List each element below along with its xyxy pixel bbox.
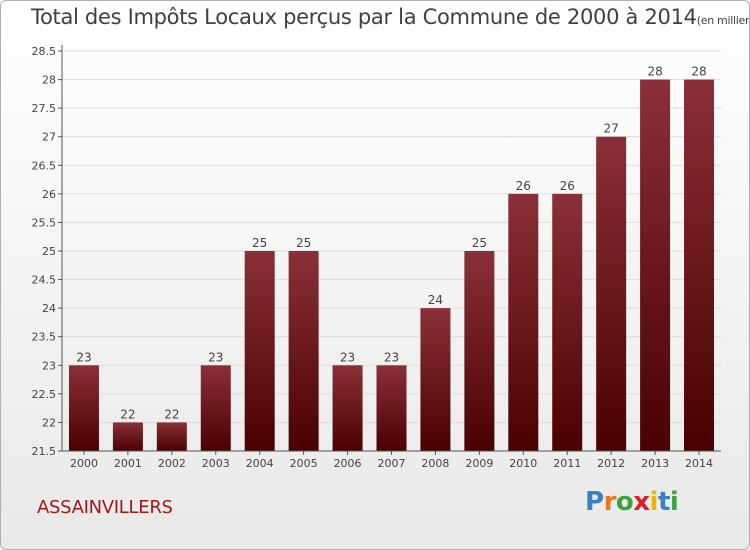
y-tick-label: 22.5 [32, 388, 57, 401]
data-label: 25 [296, 236, 311, 250]
bar-2011 [552, 193, 583, 451]
y-tick-label: 23 [42, 359, 56, 372]
data-label: 24 [428, 293, 443, 307]
chart-title-text: Total des Impôts Locaux perçus par la Co… [31, 5, 697, 29]
y-tick-label: 27 [42, 131, 56, 144]
data-label: 25 [252, 236, 267, 250]
data-label: 25 [472, 236, 487, 250]
data-label: 23 [340, 350, 355, 364]
y-tick-label: 23.5 [32, 331, 57, 344]
data-label: 26 [516, 179, 531, 193]
bar-2002 [156, 422, 187, 451]
bar-2013 [640, 79, 671, 452]
y-tick-label: 28.5 [32, 45, 57, 58]
x-tick-label: 2009 [465, 457, 493, 470]
x-tick-label: 2010 [509, 457, 537, 470]
bar-2005 [288, 251, 319, 451]
data-label: 23 [208, 350, 223, 364]
proxiti-logo[interactable]: Proxiti [585, 487, 679, 517]
x-tick-label: 2000 [70, 457, 98, 470]
chart-subtitle: (en milliers d'€) [696, 14, 750, 27]
data-label: 22 [120, 407, 135, 421]
chart-title: Total des Impôts Locaux perçus par la Co… [31, 5, 750, 29]
x-tick-label: 2002 [158, 457, 186, 470]
y-tick-label: 27.5 [32, 102, 57, 115]
x-tick-label: 2004 [246, 457, 274, 470]
x-tick-label: 2008 [421, 457, 449, 470]
bar-2012 [596, 136, 627, 451]
bar-2001 [112, 422, 143, 451]
bar-2003 [200, 365, 231, 451]
x-tick-label: 2003 [202, 457, 230, 470]
y-tick-label: 26 [42, 188, 56, 201]
y-tick-label: 28 [42, 74, 56, 87]
x-tick-label: 2006 [334, 457, 362, 470]
y-tick-label: 24.5 [32, 274, 57, 287]
data-label: 22 [164, 407, 179, 421]
data-label: 26 [560, 179, 575, 193]
bar-2010 [508, 193, 539, 451]
y-tick-label: 25 [42, 245, 56, 258]
data-label: 23 [384, 350, 399, 364]
x-tick-label: 2007 [378, 457, 406, 470]
bar-2004 [244, 251, 275, 451]
data-label: 28 [647, 65, 662, 79]
x-tick-label: 2005 [290, 457, 318, 470]
y-tick-label: 21.5 [32, 445, 57, 458]
y-tick-label: 25.5 [32, 216, 57, 229]
x-tick-label: 2001 [114, 457, 142, 470]
data-label: 27 [604, 122, 619, 136]
commune-name: ASSAINVILLERS [37, 497, 173, 518]
bar-2006 [332, 365, 363, 451]
y-tick-label: 22 [42, 416, 56, 429]
bar-2000 [68, 365, 99, 451]
y-tick-label: 26.5 [32, 159, 57, 172]
bar-2007 [376, 365, 407, 451]
bar-2008 [420, 308, 451, 451]
bar-2009 [464, 251, 495, 451]
data-label: 28 [691, 65, 706, 79]
data-label: 23 [76, 350, 91, 364]
x-tick-label: 2013 [641, 457, 669, 470]
x-tick-label: 2012 [597, 457, 625, 470]
y-tick-label: 24 [42, 302, 56, 315]
bar-2014 [684, 79, 715, 452]
x-tick-label: 2014 [685, 457, 713, 470]
x-tick-label: 2011 [553, 457, 581, 470]
